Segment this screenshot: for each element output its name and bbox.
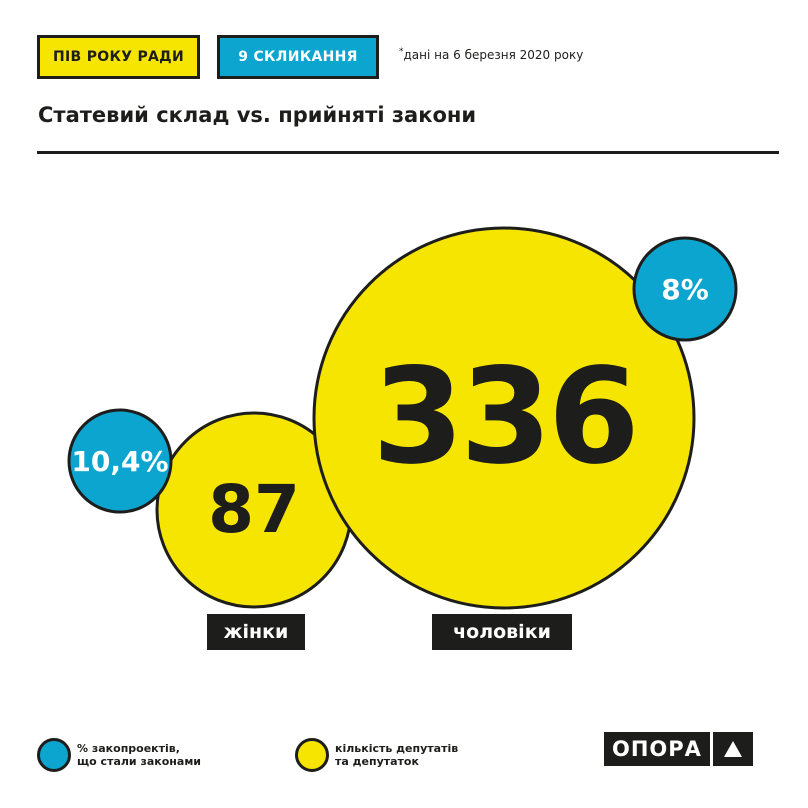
- bubble-percent-label-women: 10,4%: [71, 445, 168, 478]
- legend-dot-blue: [37, 738, 71, 772]
- data-date-note: *дані на 6 березня 2020 року: [399, 47, 583, 62]
- legend-item-percent-laws: % закопроектів, що стали законами: [37, 738, 227, 772]
- legend-label-deputies-count: кількість депутатів та депутаток: [335, 742, 459, 768]
- category-label-men: чоловіки: [432, 614, 572, 650]
- bubble-percent-women: [67, 408, 173, 514]
- bubble-percent-label-men: 8%: [661, 273, 709, 306]
- title-divider: [37, 151, 779, 154]
- data-date-note-text: дані на 6 березня 2020 року: [403, 48, 584, 62]
- bubble-count-men: [312, 226, 696, 610]
- opora-logo: ОПОРА: [604, 732, 753, 766]
- tag-convocation: 9 СКЛИКАННЯ: [217, 35, 379, 79]
- legend-dot-yellow: [295, 738, 329, 772]
- triangle-up-icon: [712, 732, 753, 766]
- tag-half-year-label: ПІВ РОКУ РАДИ: [53, 49, 184, 65]
- category-label-women-text: жінки: [223, 621, 289, 643]
- tag-half-year: ПІВ РОКУ РАДИ: [37, 35, 200, 79]
- category-label-women: жінки: [207, 614, 305, 650]
- tag-convocation-label: 9 СКЛИКАННЯ: [238, 49, 358, 65]
- bubble-percent-men: [632, 236, 738, 342]
- legend-item-deputies-count: кількість депутатів та депутаток: [295, 738, 485, 772]
- page-title: Статевий склад vs. прийняті закони: [38, 103, 477, 127]
- footnote-star: *: [399, 47, 404, 57]
- bubble-count-label-women: 87: [208, 471, 300, 548]
- category-label-men-text: чоловіки: [453, 621, 551, 643]
- bubble-count-label-men: 336: [372, 340, 636, 494]
- legend-label-percent-laws: % закопроектів, що стали законами: [77, 742, 202, 768]
- opora-logo-text: ОПОРА: [604, 732, 710, 766]
